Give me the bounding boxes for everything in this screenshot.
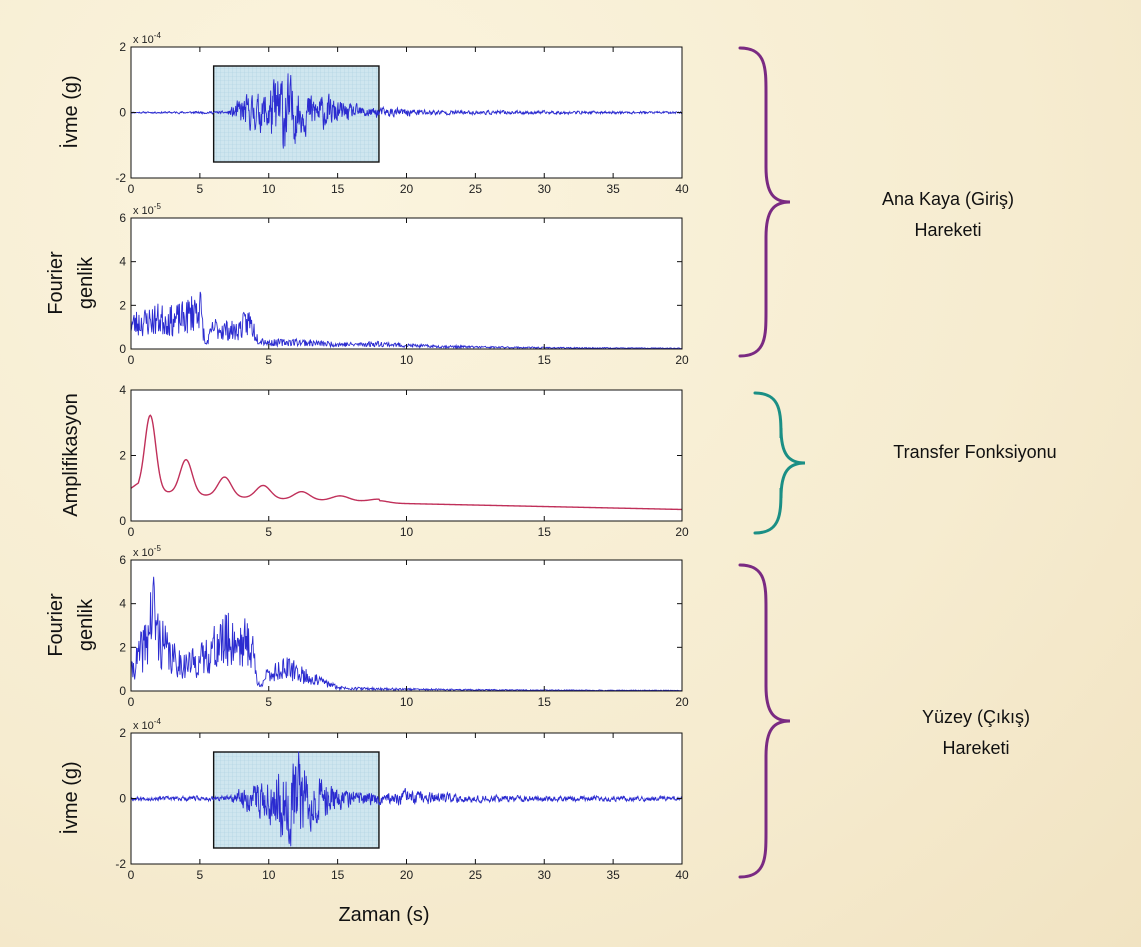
y-axis-label-line: genlik	[75, 256, 97, 309]
series-line-0	[130, 414, 683, 511]
x-tick-label: 30	[538, 868, 552, 882]
exponent-base: x 10	[133, 205, 154, 217]
y-tick-label: 0	[119, 342, 126, 356]
y-tick-label: 2	[119, 640, 126, 654]
brace-output	[738, 563, 791, 879]
x-tick-label: 40	[675, 868, 689, 882]
y-axis-label-line: genlik	[75, 598, 97, 651]
exponent-base: x 10	[133, 34, 154, 46]
y-axis-label: Amplifikasyon	[60, 393, 82, 516]
x-tick-label: 10	[400, 525, 414, 539]
x-tick-label: 5	[265, 525, 272, 539]
y-axis-label-line: İvme (g)	[59, 75, 82, 148]
x-tick-label: 35	[606, 868, 620, 882]
y-tick-label: 2	[119, 449, 126, 463]
group-label-line2: Hareketi	[942, 738, 1009, 758]
x-tick-label: 0	[128, 353, 135, 367]
plot-area	[131, 560, 682, 691]
y-axis-label: İvme (g)	[59, 761, 82, 834]
x-tick-label: 10	[400, 353, 414, 367]
x-tick-label: 40	[675, 182, 689, 196]
x-tick-label: 20	[675, 525, 689, 539]
group-label-line2: Hareketi	[914, 220, 981, 240]
x-tick-label: 20	[675, 695, 689, 709]
y-tick-label: 0	[119, 684, 126, 698]
exponent-label: x 10-5	[133, 544, 161, 559]
panel-output-fourier: 0 5 10 15 20 0 2 4 6 x 10-5 Fourier genlik	[45, 544, 689, 709]
x-tick-label: 15	[331, 868, 345, 882]
y-tick-label: 4	[119, 255, 126, 269]
x-tick-label: 10	[400, 695, 414, 709]
x-tick-label: 20	[400, 182, 414, 196]
exponent-power: -5	[154, 544, 162, 553]
exponent-label: x 10-4	[133, 31, 161, 46]
x-tick-label: 5	[265, 695, 272, 709]
y-axis-label: Fourier genlik	[45, 251, 97, 315]
y-tick-label: 2	[119, 40, 126, 54]
brace-input	[738, 46, 791, 358]
exponent-power: -4	[154, 717, 162, 726]
y-tick-label: 0	[119, 792, 126, 806]
y-tick-label: 2	[119, 298, 126, 312]
group-label-line1: Ana Kaya (Giriş)	[882, 189, 1014, 209]
x-tick-label: 35	[606, 182, 620, 196]
y-tick-label: 0	[119, 514, 126, 528]
exponent-base: x 10	[133, 720, 154, 732]
y-tick-label: 6	[119, 553, 126, 567]
y-axis-label: Fourier genlik	[45, 593, 97, 657]
y-axis-label-line: Fourier	[45, 251, 67, 315]
x-tick-label: 5	[197, 182, 204, 196]
panel-transfer-function: 0 5 10 15 20 0 2 4 Amplifikasyon	[60, 383, 689, 539]
y-tick-label: -2	[115, 857, 126, 871]
exponent-label: x 10-4	[133, 717, 161, 732]
y-tick-label: 0	[119, 106, 126, 120]
x-tick-label: 10	[262, 182, 276, 196]
series-line-0	[130, 751, 683, 847]
x-tick-label: 0	[128, 182, 135, 196]
x-tick-label: 20	[675, 353, 689, 367]
exponent-power: -5	[154, 202, 162, 211]
x-tick-label: 0	[128, 525, 135, 539]
x-tick-label: 30	[538, 182, 552, 196]
x-tick-label: 20	[400, 868, 414, 882]
x-tick-label: 10	[262, 868, 276, 882]
y-tick-label: 4	[119, 597, 126, 611]
x-tick-label: 15	[538, 525, 552, 539]
brace-transfer	[753, 391, 806, 535]
y-axis-label-line: Fourier	[45, 593, 67, 657]
plot-area	[131, 390, 682, 521]
y-tick-label: 2	[119, 726, 126, 740]
y-axis-label: İvme (g)	[59, 75, 82, 148]
group-label-line1: Transfer Fonksiyonu	[893, 442, 1056, 462]
y-axis-label-line: Amplifikasyon	[60, 393, 82, 516]
group-label-line1: Yüzey (Çıkış)	[922, 707, 1030, 727]
exponent-power: -4	[154, 31, 162, 40]
plot-area	[131, 218, 682, 349]
x-tick-label: 0	[128, 695, 135, 709]
x-tick-label: 15	[331, 182, 345, 196]
x-tick-label: 5	[265, 353, 272, 367]
x-tick-label: 15	[538, 695, 552, 709]
exponent-label: x 10-5	[133, 202, 161, 217]
exponent-base: x 10	[133, 547, 154, 559]
y-tick-label: 4	[119, 383, 126, 397]
x-tick-label: 25	[469, 868, 483, 882]
series-line-0	[130, 73, 683, 149]
x-tick-label: 0	[128, 868, 135, 882]
x-tick-label: 5	[197, 868, 204, 882]
x-tick-label: 25	[469, 182, 483, 196]
x-axis-label: Zaman (s)	[338, 904, 429, 926]
x-tick-label: 15	[538, 353, 552, 367]
y-tick-label: -2	[115, 171, 126, 185]
y-tick-label: 6	[119, 211, 126, 225]
panel-input-fourier: 0 5 10 15 20 0 2 4 6 x 10-5 Fourier genlik	[45, 202, 689, 367]
y-axis-label-line: İvme (g)	[59, 761, 82, 834]
